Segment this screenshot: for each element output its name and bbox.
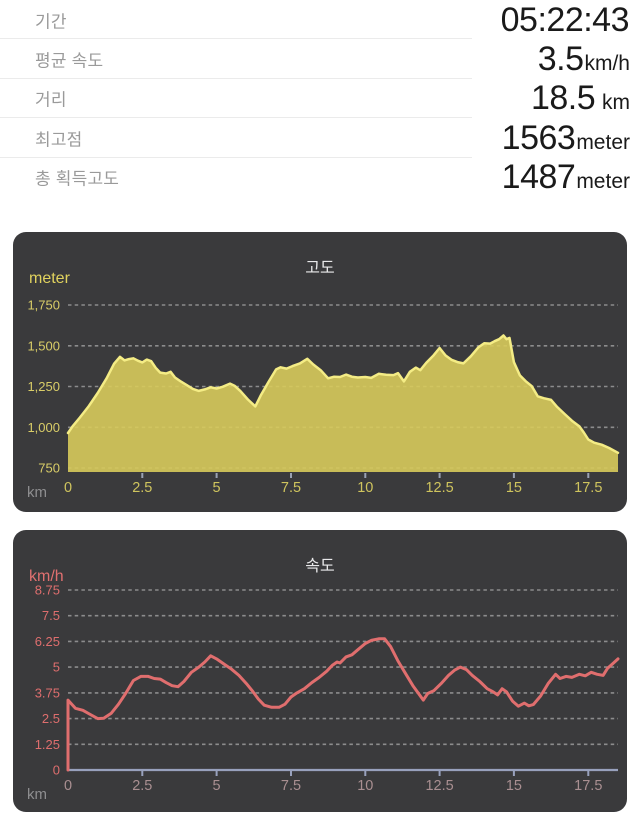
speed-x-tick-label: 2.5 (132, 778, 152, 794)
speed-chart-title: 속도 (305, 558, 335, 575)
distance-value: 18.5 km (530, 79, 630, 118)
speed-y-tick-label: 3.75 (35, 685, 60, 700)
altitude-x-unit-label: km (27, 484, 47, 501)
altitude-y-tick-label: 750 (38, 461, 60, 476)
speed-y-tick-label: 7.5 (42, 608, 60, 623)
highest-point-label: 최고점 (35, 130, 83, 150)
speed-series-line (66, 637, 620, 772)
speed-x-tick-label: 17.5 (574, 778, 602, 794)
altitude-y-tick-label: 1,250 (27, 379, 60, 394)
altitude-x-tick-label: 5 (213, 480, 221, 496)
altitude-y-tick-label: 1,000 (27, 420, 60, 435)
stat-row-avg-speed: 평균 속도 3.5 km/h (0, 39, 640, 79)
altitude-area-chart: 750 1,000 1,250 1,500 1,750 0 2.5 5 7.5 10 12.5 15 1… (27, 298, 620, 496)
altitude-chart-title: 고도 (305, 260, 335, 277)
altitude-chart-card: 고도 meter km 750 1,000 1,250 1,500 1,750 0 2.5 5… (13, 232, 627, 512)
stat-row-highest-point: 최고점 1563 meter (0, 118, 640, 158)
total-ascent-label: 총 획득고도 (35, 169, 120, 189)
speed-x-tick-label: 10 (357, 778, 373, 794)
avg-speed-value: 3.5 km/h (537, 40, 630, 79)
altitude-area-fill (68, 335, 618, 472)
speed-y-tick-label: 2.5 (42, 711, 60, 726)
speed-x-tick-label: 7.5 (281, 778, 301, 794)
altitude-x-tick-label: 12.5 (425, 480, 453, 496)
speed-x-tick-label: 12.5 (425, 778, 453, 794)
altitude-x-tick-label: 15 (506, 480, 522, 496)
altitude-x-tick-label: 7.5 (281, 480, 301, 496)
speed-y-tick-label: 8.75 (35, 583, 60, 598)
altitude-x-tick-label: 17.5 (574, 480, 602, 496)
altitude-x-tick-label: 2.5 (132, 480, 152, 496)
altitude-y-tick-label: 1,500 (27, 338, 60, 353)
row-divider (0, 156, 472, 158)
altitude-x-tick-label: 10 (357, 480, 373, 496)
altitude-y-unit-label: meter (29, 270, 70, 287)
stat-row-distance: 거리 18.5 km (0, 79, 640, 119)
row-divider (0, 117, 472, 119)
speed-y-tick-label: 1.25 (35, 737, 60, 752)
stat-row-duration: 기간 05:22:43 (0, 0, 640, 40)
speed-line-chart: 0 1.25 2.5 3.75 5 6.25 7.5 8.75 0 2.5 5 7.5 10 12.5 15… (35, 583, 620, 794)
highest-point-value: 1563 meter (501, 118, 630, 157)
altitude-y-tick-label: 1,750 (27, 298, 60, 313)
row-divider (0, 77, 472, 79)
total-ascent-value: 1487 meter (501, 158, 630, 197)
avg-speed-label: 평균 속도 (35, 51, 104, 71)
altitude-x-tick-label: 0 (64, 480, 72, 496)
speed-x-tick-label: 0 (64, 778, 72, 794)
speed-y-tick-label: 5 (53, 660, 60, 675)
speed-x-tick-label: 15 (506, 778, 522, 794)
duration-value: 05:22:43 (500, 0, 630, 39)
speed-x-unit-label: km (27, 786, 47, 803)
altitude-series-line (66, 334, 620, 455)
speed-y-unit-label: km/h (29, 568, 64, 585)
speed-x-tick-label: 5 (213, 778, 221, 794)
row-divider (0, 38, 472, 40)
speed-chart-card: 속도 km/h km 0 1.25 2.5 3.75 5 6.25 7.5 8.75 0 2.5 5… (13, 530, 627, 812)
stat-row-total-ascent: 총 획득고도 1487 meter (0, 158, 640, 197)
speed-y-tick-label: 0 (53, 763, 60, 778)
speed-y-tick-label: 6.25 (35, 634, 60, 649)
stats-table: 기간 05:22:43 평균 속도 3.5 km/h 거리 18.5 km 최고점… (0, 0, 640, 197)
duration-label: 기간 (35, 12, 67, 32)
distance-label: 거리 (35, 90, 67, 110)
